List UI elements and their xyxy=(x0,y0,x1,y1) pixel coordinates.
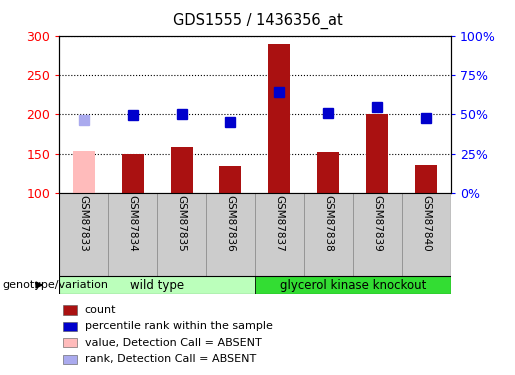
Bar xyxy=(63,306,77,315)
Text: percentile rank within the sample: percentile rank within the sample xyxy=(84,321,272,332)
Text: GSM87838: GSM87838 xyxy=(323,195,333,252)
Bar xyxy=(255,276,451,294)
Bar xyxy=(59,193,108,276)
Bar xyxy=(63,322,77,331)
Bar xyxy=(206,193,255,276)
Text: wild type: wild type xyxy=(130,279,184,291)
Bar xyxy=(402,193,451,276)
Text: count: count xyxy=(84,305,116,315)
Bar xyxy=(255,193,304,276)
Text: glycerol kinase knockout: glycerol kinase knockout xyxy=(280,279,426,291)
Bar xyxy=(268,44,290,193)
Bar xyxy=(366,114,388,193)
Bar xyxy=(63,355,77,364)
Text: GSM87837: GSM87837 xyxy=(274,195,284,252)
Bar xyxy=(353,193,402,276)
Text: genotype/variation: genotype/variation xyxy=(3,280,109,290)
Bar xyxy=(170,147,193,193)
Text: GSM87835: GSM87835 xyxy=(177,195,186,252)
Bar xyxy=(73,152,95,193)
Bar xyxy=(122,154,144,193)
Bar xyxy=(415,165,437,193)
Text: GDS1555 / 1436356_at: GDS1555 / 1436356_at xyxy=(173,13,342,29)
Text: value, Detection Call = ABSENT: value, Detection Call = ABSENT xyxy=(84,338,262,348)
Bar xyxy=(157,193,206,276)
Bar xyxy=(63,338,77,348)
Text: GSM87836: GSM87836 xyxy=(226,195,235,252)
Text: GSM87839: GSM87839 xyxy=(372,195,382,252)
Text: GSM87833: GSM87833 xyxy=(79,195,89,252)
Text: rank, Detection Call = ABSENT: rank, Detection Call = ABSENT xyxy=(84,354,256,364)
Bar xyxy=(304,193,353,276)
Bar xyxy=(59,276,255,294)
Bar xyxy=(108,193,157,276)
Text: GSM87840: GSM87840 xyxy=(421,195,431,251)
Bar xyxy=(219,166,242,193)
Text: GSM87834: GSM87834 xyxy=(128,195,138,252)
Bar xyxy=(317,152,339,193)
